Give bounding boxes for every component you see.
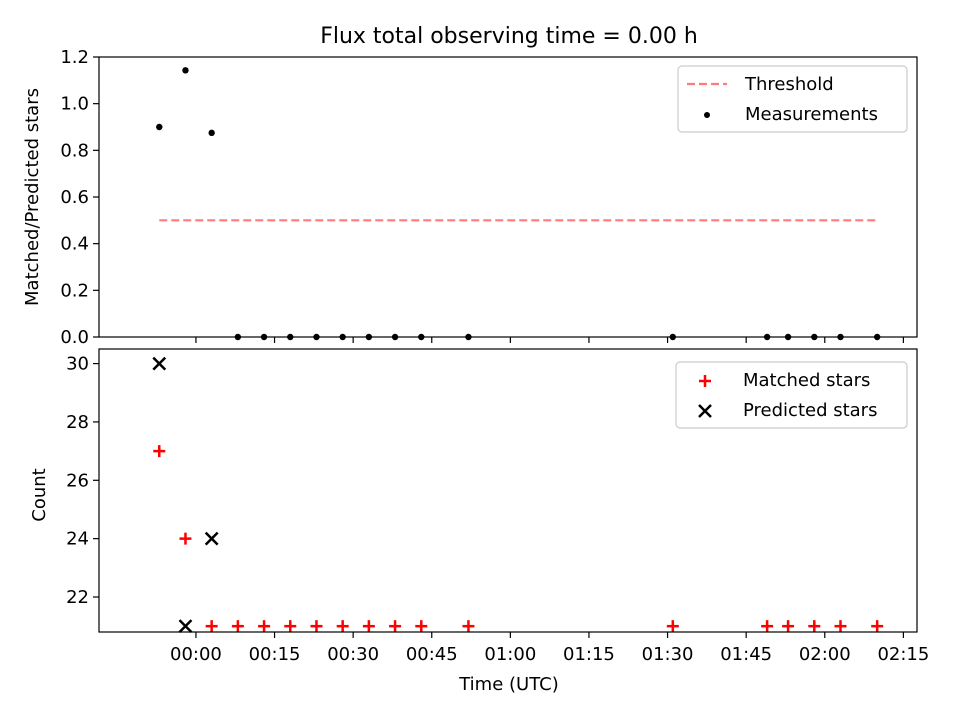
legend-measurements-label: Measurements — [745, 104, 878, 125]
matched-star-point — [362, 620, 375, 633]
ratio-y-tick-label: 0.4 — [60, 234, 89, 255]
matched-star-point — [258, 620, 271, 633]
matched-star-point — [284, 620, 297, 633]
count-legend-box — [675, 361, 908, 429]
ratio-legend-box — [677, 65, 908, 133]
ratio-y-tick-label: 1.0 — [60, 94, 89, 115]
count-y-tick-label: 28 — [66, 412, 89, 433]
x-tick-label: 02:15 — [877, 644, 929, 665]
legend-matched-swatch — [699, 375, 711, 387]
matched-star-point — [761, 620, 774, 633]
measurement-point — [182, 67, 189, 74]
count-y-tick-label: 26 — [66, 470, 89, 491]
count-panel: 22 24 26 28 30 00:00 00:15 00:30 00:45 01:00 01:1… — [29, 348, 929, 695]
x-tick-label: 01:15 — [563, 644, 615, 665]
x-tick-label: 00:00 — [170, 644, 222, 665]
ratio-y-tick-label: 1.2 — [60, 47, 89, 68]
count-y-tick-label: 22 — [66, 587, 89, 608]
x-tick-label: 01:45 — [720, 644, 772, 665]
legend-predicted-label: Predicted stars — [743, 400, 877, 421]
matched-star-point — [871, 620, 884, 633]
chart-title: Flux total observing time = 0.00 h — [320, 24, 698, 49]
count-legend: Matched stars Predicted stars — [675, 361, 908, 429]
x-tick-label: 02:00 — [799, 644, 851, 665]
matched-star-point — [808, 620, 821, 633]
count-y-axis: 22 24 26 28 30 — [66, 354, 99, 608]
ratio-y-tick-label: 0.2 — [60, 280, 89, 301]
ratio-y-tick-label: 0.6 — [60, 187, 89, 208]
matched-star-point — [389, 620, 402, 633]
matched-star-point — [462, 620, 475, 633]
matched-star-point — [153, 445, 166, 458]
ratio-y-tick-label: 0.8 — [60, 140, 89, 161]
x-tick-label: 01:00 — [484, 644, 536, 665]
ratio-y-axis: 0.0 0.2 0.4 0.6 0.8 1.0 1.2 — [60, 47, 99, 348]
count-y-tick-label: 24 — [66, 529, 89, 550]
measurement-point — [208, 129, 215, 137]
matched-star-point — [179, 532, 192, 545]
matched-star-point — [415, 620, 428, 633]
count-y-axis-label: Count — [29, 468, 50, 521]
matched-star-point — [834, 620, 847, 633]
ratio-legend: Threshold Measurements — [677, 65, 908, 133]
legend-threshold-label: Threshold — [744, 74, 834, 95]
count-plot-frame — [98, 348, 918, 633]
count-series — [152, 356, 884, 634]
ratio-x-axis — [195, 337, 904, 343]
x-axis-label: Time (UTC) — [458, 674, 559, 695]
count-y-tick-label: 30 — [66, 354, 89, 375]
x-tick-label: 00:15 — [249, 644, 301, 665]
matched-star-point — [782, 620, 795, 633]
x-tick-label: 01:30 — [642, 644, 694, 665]
legend-predicted-swatch — [698, 404, 712, 418]
matched-star-point — [231, 620, 244, 633]
legend-measurements-swatch — [704, 112, 710, 118]
ratio-y-tick-label: 0.0 — [60, 327, 89, 348]
matched-star-point — [666, 620, 679, 633]
ratio-plot-frame — [98, 56, 918, 338]
x-tick-label: 00:45 — [406, 644, 458, 665]
measurement-point — [156, 123, 163, 131]
ratio-panel: Flux total observing time = 0.00 h 0.00.… — [22, 24, 918, 348]
matched-star-point — [205, 620, 218, 633]
ratio-y-axis-label: Matched/Predicted stars — [22, 88, 43, 306]
predicted-star-point — [178, 619, 193, 634]
predicted-star-point — [152, 356, 167, 371]
matched-star-point — [310, 620, 323, 633]
legend-matched-label: Matched stars — [743, 370, 870, 391]
matched-star-point — [336, 620, 349, 633]
x-tick-label: 00:30 — [327, 644, 379, 665]
count-x-axis: 00:00 00:15 00:30 00:45 01:00 01:15 01:30 01:45… — [170, 632, 929, 665]
predicted-star-point — [204, 531, 219, 546]
